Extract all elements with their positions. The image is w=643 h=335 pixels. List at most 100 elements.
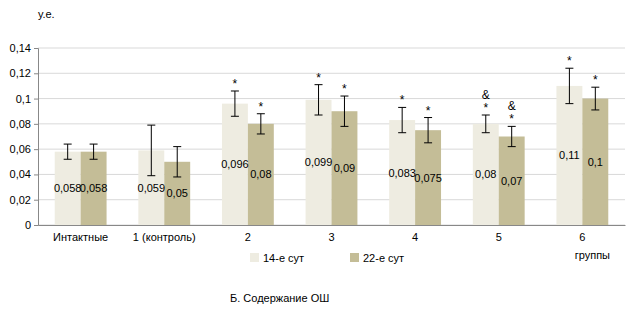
y-tick-label: 0: [25, 219, 31, 231]
x-axis-title: группы: [575, 249, 610, 261]
x-axis: Интактные 1 (контроль) 2 3 4 5 6: [39, 225, 626, 243]
legend: 14-е сут 22-е сут: [250, 252, 404, 264]
data-label: 0,07: [501, 175, 522, 187]
y-axis-line: [34, 49, 39, 226]
significance-mark: *: [426, 104, 431, 118]
grid-line: [38, 73, 625, 74]
data-label: 0,059: [138, 182, 166, 194]
x-axis-line: [39, 225, 626, 226]
error-bar: [64, 144, 72, 159]
significance-mark: &: [482, 88, 490, 102]
x-tick-label: 6: [579, 231, 585, 243]
x-tick: 5: [496, 225, 502, 243]
bar: [556, 86, 582, 225]
significance-mark: *: [593, 73, 598, 87]
error-bar: [173, 147, 181, 177]
x-tick: 6: [579, 225, 585, 243]
x-tick-label: 5: [496, 231, 502, 243]
significance-mark: &: [508, 99, 516, 113]
bar: [473, 124, 499, 225]
significance-mark: *: [483, 101, 488, 115]
significance-mark: *: [342, 82, 347, 96]
data-label: 0,099: [305, 156, 333, 168]
y-tick-mark: [34, 149, 38, 150]
grid-line: [38, 98, 625, 99]
bar: [582, 99, 608, 225]
data-label: 0,075: [414, 172, 442, 184]
bar: [222, 104, 248, 225]
x-tick: 1 (контроль): [133, 225, 196, 243]
y-tick-mark: [34, 48, 38, 49]
data-label: 0,05: [167, 187, 188, 199]
x-tick-label: 1 (контроль): [133, 231, 196, 243]
bar: [306, 100, 332, 225]
y-tick: 0,1: [16, 93, 38, 105]
y-tick-label: 0,14: [10, 42, 31, 54]
bar: [415, 130, 441, 225]
significance-mark: *: [316, 71, 321, 85]
legend-label: 22-е сут: [363, 252, 404, 264]
error-bar: [90, 144, 98, 159]
grid-line: [38, 48, 625, 49]
y-tick: 0,14: [10, 42, 38, 54]
x-tick: 4: [412, 225, 418, 243]
bar: [55, 152, 81, 225]
error-bar: [591, 87, 599, 110]
significance-mark: *: [567, 54, 572, 68]
error-bar: [257, 114, 265, 134]
y-tick: 0,12: [10, 67, 38, 79]
data-label: 0,058: [80, 182, 108, 194]
bar: [499, 137, 525, 226]
error-bar: [398, 107, 406, 132]
y-tick-mark: [34, 99, 38, 100]
legend-swatch: [250, 253, 259, 262]
y-tick-mark: [34, 73, 38, 74]
plot-marks: [55, 68, 609, 225]
error-bar: [508, 126, 516, 146]
y-tick-label: 0,02: [10, 194, 31, 206]
y-tick-label: 0,04: [10, 168, 31, 180]
x-tick: 3: [328, 225, 334, 243]
significance-mark: *: [509, 112, 514, 126]
y-tick: 0: [25, 219, 38, 231]
y-tick-mark: [34, 200, 38, 201]
y-tick: 0,06: [10, 143, 38, 155]
y-tick-mark: [34, 124, 38, 125]
chart-title: Б. Содержание ОШ: [230, 292, 329, 304]
data-label: 0,08: [475, 168, 496, 180]
y-tick-label: 0,08: [10, 118, 31, 130]
data-label: 0,1: [588, 156, 603, 168]
error-bar: [315, 85, 323, 115]
error-bar: [340, 96, 348, 126]
bar: [389, 120, 415, 225]
data-label: 0,09: [334, 162, 355, 174]
x-tick-label: 4: [412, 231, 418, 243]
error-bar: [565, 68, 573, 103]
y-tick: 0,02: [10, 194, 38, 206]
grid: [38, 48, 625, 225]
y-tick-label: 0,1: [16, 93, 31, 105]
annotations-layer: 0,0580,059*0,096*0,099*0,083&*0,08*0,110…: [54, 54, 603, 199]
x-tick-label: 3: [328, 231, 334, 243]
y-axis-title: у.е.: [38, 8, 55, 20]
chart: 00,020,040,060,080,10,120,14Интактные1 (…: [0, 0, 643, 335]
significance-mark: *: [400, 93, 405, 107]
bar: [248, 124, 274, 225]
data-label: 0,083: [388, 167, 416, 179]
data-label: 0,058: [54, 182, 82, 194]
y-axis: 0 0,02 0,04 0,06 0,08 0,1 0,12 0,14: [10, 42, 39, 231]
data-label: 0,096: [221, 158, 249, 170]
y-tick: 0,04: [10, 168, 38, 180]
y-tick-mark: [34, 174, 38, 175]
error-bar: [424, 118, 432, 143]
y-tick-label: 0,12: [10, 67, 31, 79]
bar: [81, 152, 107, 225]
data-label: 0,11: [559, 149, 580, 161]
y-tick: 0,08: [10, 118, 38, 130]
legend-label: 14-е сут: [263, 252, 304, 264]
error-bar: [231, 91, 239, 116]
x-tick: 2: [245, 225, 251, 243]
x-tick-label: Интактные: [53, 231, 108, 243]
bar: [332, 111, 358, 225]
data-label: 0,08: [250, 168, 271, 180]
